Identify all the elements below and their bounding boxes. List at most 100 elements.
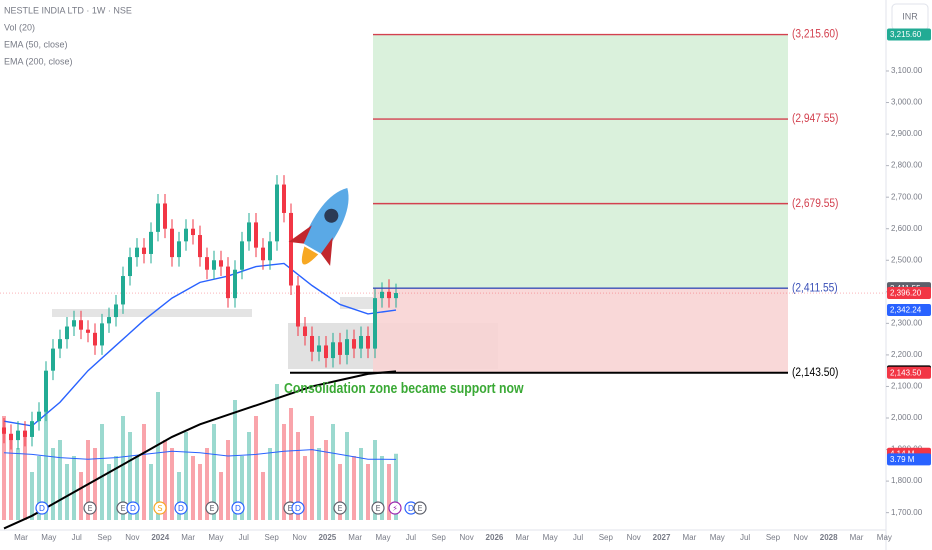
price-badge	[887, 366, 931, 379]
x-tick-label: Sep	[265, 533, 280, 542]
legend-item: EMA (50, close)	[4, 39, 68, 49]
candle-body	[16, 430, 20, 441]
y-tick-label: 2,100.00	[891, 382, 923, 391]
event-marker[interactable]	[231, 501, 245, 515]
x-tick-label: Mar	[515, 533, 529, 542]
candle-body	[107, 317, 111, 324]
event-marker[interactable]	[291, 501, 305, 515]
x-tick-label: 2025	[318, 533, 336, 542]
volume-bar	[387, 464, 391, 520]
event-marker[interactable]	[83, 501, 97, 515]
volume-bar	[282, 424, 286, 520]
event-marker[interactable]	[174, 501, 188, 515]
event-marker[interactable]	[388, 501, 402, 515]
candle-body	[93, 332, 97, 346]
candle-body	[191, 228, 195, 236]
volume-bar	[100, 424, 104, 520]
volume-bar	[128, 432, 132, 520]
candle-body	[275, 184, 279, 242]
candle-body	[156, 203, 160, 232]
event-marker[interactable]	[413, 501, 427, 515]
x-tick-label: Jul	[406, 533, 416, 542]
level-label: (2,411.55)	[792, 282, 838, 295]
candle-body	[142, 247, 146, 254]
volume-bar	[310, 416, 314, 520]
candle-body	[135, 247, 139, 258]
y-tick-label: 2,200.00	[891, 350, 923, 359]
event-label: D	[130, 504, 136, 513]
volume-bar	[9, 440, 13, 520]
indicator-line	[3, 262, 397, 427]
y-tick-label: 1,800.00	[891, 476, 923, 485]
x-tick-label: 2027	[653, 533, 671, 542]
candle-body	[128, 257, 132, 277]
candle-body	[219, 260, 223, 267]
event-label: E	[337, 504, 342, 513]
x-tick-label: May	[208, 533, 223, 542]
event-label: E	[417, 504, 422, 513]
candle-body	[310, 335, 314, 352]
candle-body	[212, 260, 216, 270]
volume-bar	[30, 472, 34, 520]
event-marker[interactable]	[35, 501, 49, 515]
event-marker[interactable]	[205, 501, 219, 515]
volume-bar	[44, 408, 48, 520]
candle-body	[30, 421, 34, 437]
event-label: D	[235, 504, 241, 513]
volume-bar	[177, 472, 181, 520]
candle-body	[247, 222, 251, 242]
candle-body	[9, 433, 13, 441]
y-tick-label: 3,000.00	[891, 98, 923, 107]
event-label: E	[87, 504, 92, 513]
volume-bar	[198, 464, 202, 520]
plot: (3,215.60) (2,947.55) (2,679.55) (2,411.55)…	[0, 28, 886, 530]
volume-bar	[366, 464, 370, 520]
x-tick-label: Jul	[573, 533, 583, 542]
price-badge	[887, 28, 931, 41]
candle-body	[338, 342, 342, 355]
event-marker[interactable]	[153, 501, 167, 515]
candle-body	[254, 222, 258, 248]
volume-bar	[149, 464, 153, 520]
candle-body	[184, 228, 188, 242]
x-tick-label: Nov	[459, 533, 473, 542]
volume-bar	[205, 448, 209, 520]
candle-body	[352, 339, 356, 349]
target-zone	[373, 34, 788, 289]
event-marker[interactable]	[126, 501, 140, 515]
x-tick-label: Nov	[125, 533, 139, 542]
candle-body	[86, 329, 90, 333]
candle-body	[58, 339, 62, 349]
candle-body	[51, 348, 55, 371]
event-label: D	[408, 504, 414, 513]
x-tick-label: May	[375, 533, 390, 542]
event-label: ⚡	[392, 504, 398, 513]
y-tick-label: 2,900.00	[891, 129, 923, 138]
event-marker[interactable]	[371, 501, 385, 515]
annotation: Consolidation zone became support now	[284, 380, 524, 396]
volume-bar	[373, 440, 377, 520]
volume-bar	[331, 424, 335, 520]
event-label: D	[178, 504, 184, 513]
candle-body	[65, 326, 69, 340]
x-tick-label: Sep	[97, 533, 112, 542]
legend-item: EMA (200, close)	[4, 56, 73, 66]
legend-item: Vol (20)	[4, 22, 35, 32]
volume-bar	[317, 448, 321, 520]
volume-bar	[303, 456, 307, 520]
x-tick-label: 2026	[486, 533, 504, 542]
x-tick-label: Sep	[599, 533, 614, 542]
volume-bar	[65, 464, 69, 520]
candle-body	[394, 293, 398, 299]
event-marker[interactable]	[333, 501, 347, 515]
price-badge-label: 3.79 M	[890, 455, 915, 464]
volume-bar	[359, 448, 363, 520]
level-label: (2,679.55)	[792, 197, 839, 210]
x-tick-label: Jul	[72, 533, 82, 542]
candle-body	[282, 184, 286, 213]
candle-body	[226, 266, 230, 299]
volume-bar	[51, 448, 55, 520]
candle-body	[303, 326, 307, 336]
x-tick-label: Mar	[683, 533, 697, 542]
